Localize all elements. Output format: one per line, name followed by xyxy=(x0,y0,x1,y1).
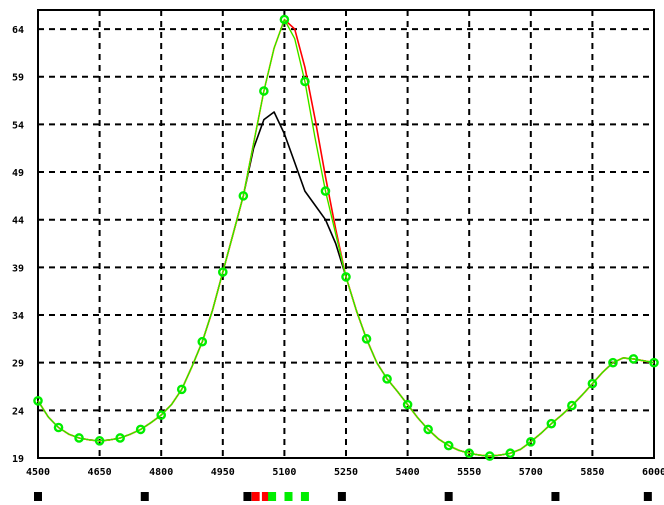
data-point xyxy=(259,86,269,96)
y-tick-label: 39 xyxy=(12,263,24,274)
plot-frame xyxy=(37,9,655,459)
data-point xyxy=(608,357,618,368)
y-tick-label: 29 xyxy=(12,359,24,370)
x-axis-ticks: 4500 4650 4800 4950 5100 5250 5400 5550 5700 5850… xyxy=(26,467,664,478)
x-tick-label: 6000 xyxy=(642,467,664,478)
y-axis-ticks: 19 24 29 34 39 44 49 54 59 64 xyxy=(12,25,24,465)
x-tick-label: 5550 xyxy=(457,467,481,478)
data-point xyxy=(279,14,290,25)
data-point xyxy=(156,410,166,420)
data-point xyxy=(217,267,228,277)
series-line-3 xyxy=(37,19,655,457)
strip-square xyxy=(444,492,453,501)
data-point xyxy=(567,400,577,411)
data-point xyxy=(628,354,639,364)
y-tick-label: 54 xyxy=(12,120,24,131)
y-tick-label: 34 xyxy=(12,311,24,322)
y-tick-label: 44 xyxy=(12,216,24,227)
data-point xyxy=(115,433,125,443)
x-tick-label: 5250 xyxy=(334,467,358,478)
data-point xyxy=(197,336,208,347)
series-line-2 xyxy=(37,18,655,457)
data-point xyxy=(94,436,105,446)
y-tick-label: 64 xyxy=(12,25,24,36)
x-tick-label: 5100 xyxy=(272,467,296,478)
data-point xyxy=(382,374,392,384)
data-point xyxy=(649,357,659,368)
strip-square xyxy=(243,492,252,501)
data-point xyxy=(176,384,187,395)
strip-square xyxy=(337,492,346,501)
strip-square xyxy=(268,492,277,501)
marker-group xyxy=(33,14,659,461)
strip-square xyxy=(643,492,652,501)
bottom-strip xyxy=(34,492,652,501)
strip-square xyxy=(261,492,270,501)
x-tick-label: 4800 xyxy=(149,467,173,478)
data-point xyxy=(361,334,372,344)
series-line-1 xyxy=(37,18,655,457)
grid-lines xyxy=(38,10,654,458)
x-tick-label: 4950 xyxy=(211,467,235,478)
x-tick-label: 4500 xyxy=(26,467,50,478)
data-point xyxy=(526,436,536,447)
data-point xyxy=(546,418,557,429)
strip-square xyxy=(34,492,42,501)
data-point xyxy=(300,76,310,87)
data-point xyxy=(53,422,64,433)
strip-square xyxy=(140,492,149,501)
data-point xyxy=(74,433,84,443)
strip-square xyxy=(551,492,560,501)
data-point xyxy=(33,396,43,406)
y-tick-label: 59 xyxy=(12,73,24,84)
data-point xyxy=(341,272,351,282)
x-tick-label: 5850 xyxy=(580,467,604,478)
strip-square xyxy=(251,492,260,501)
data-point xyxy=(320,186,331,196)
data-point xyxy=(464,448,475,459)
x-tick-label: 4650 xyxy=(88,467,112,478)
data-point xyxy=(402,399,413,410)
series-group xyxy=(37,18,655,457)
y-tick-label: 19 xyxy=(12,454,24,465)
data-point xyxy=(423,424,433,435)
data-point xyxy=(238,191,249,201)
x-tick-label: 5700 xyxy=(519,467,543,478)
strip-square xyxy=(284,492,293,501)
y-tick-label: 49 xyxy=(12,168,24,179)
data-point xyxy=(135,424,146,435)
x-tick-label: 5400 xyxy=(396,467,420,478)
data-point xyxy=(443,440,454,451)
series-line-0 xyxy=(37,111,655,457)
y-tick-label: 24 xyxy=(12,406,24,417)
data-point xyxy=(484,451,495,461)
strip-square xyxy=(300,492,309,501)
data-point xyxy=(505,448,516,459)
data-point xyxy=(587,378,598,389)
